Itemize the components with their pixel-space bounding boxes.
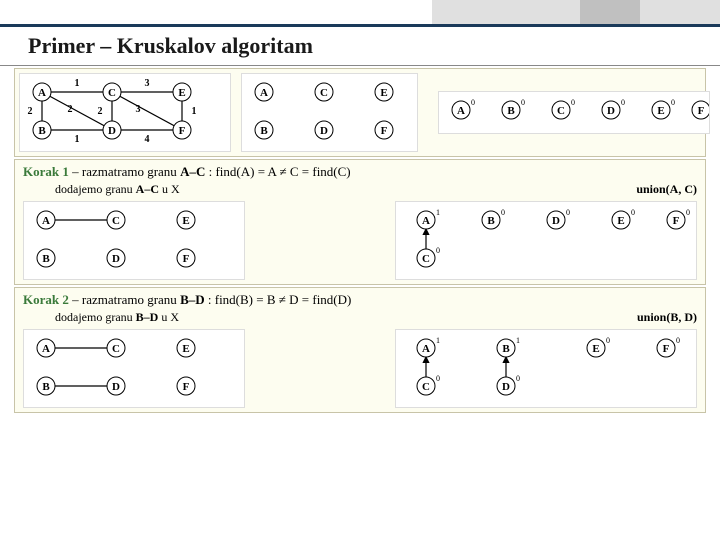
svg-text:D: D [112, 253, 120, 265]
svg-text:A: A [42, 215, 50, 227]
svg-text:B: B [502, 343, 510, 355]
svg-text:E: E [617, 215, 624, 227]
step-header: Korak 2 – razmatramo granu B–D : find(B)… [15, 288, 705, 308]
svg-text:A: A [422, 343, 430, 355]
svg-text:0: 0 [436, 374, 440, 383]
svg-text:E: E [380, 87, 387, 99]
svg-text:D: D [320, 125, 328, 137]
svg-text:3: 3 [136, 104, 141, 115]
slide-title: Primer – Kruskalov algoritam [0, 27, 720, 66]
svg-text:0: 0 [501, 208, 505, 217]
svg-text:C: C [320, 87, 328, 99]
svg-text:2: 2 [68, 104, 73, 115]
svg-text:A: A [457, 105, 465, 117]
step-desc: – razmatramo granu A–C : find(A) = A ≠ C… [69, 164, 351, 179]
step-forest: A1B0D0E0F0C0 [395, 201, 697, 280]
step-graph: A C E B D F [23, 329, 245, 408]
svg-text:4: 4 [145, 134, 150, 145]
svg-text:C: C [557, 105, 565, 117]
step-graph: A C E B D F [23, 201, 245, 280]
initial-weighted-graph: 1 3 2 2 2 3 1 1 4 A C E B D F [19, 73, 231, 152]
step-add-text: dodajemo granu B–D u X [55, 310, 179, 325]
svg-text:C: C [108, 87, 116, 99]
step-forest: A1B1E0F0C0D0 [395, 329, 697, 408]
step-subline: dodajemo granu B–D u X union(B, D) [15, 308, 705, 327]
step-diagrams: ACEBDFA1B0D0E0F0C0 [15, 199, 705, 284]
svg-text:A: A [42, 343, 50, 355]
svg-text:B: B [42, 381, 50, 393]
svg-text:0: 0 [606, 336, 610, 345]
svg-text:3: 3 [145, 78, 150, 89]
svg-text:C: C [112, 215, 120, 227]
svg-text:D: D [502, 381, 510, 393]
svg-text:F: F [179, 125, 186, 137]
svg-text:B: B [260, 125, 268, 137]
svg-text:A: A [422, 215, 430, 227]
svg-text:E: E [592, 343, 599, 355]
svg-text:0: 0 [671, 98, 675, 107]
step-desc: – razmatramo granu B–D : find(B) = B ≠ D… [69, 292, 351, 307]
initial-blank-graph: A C E B D F [241, 73, 418, 152]
svg-text:E: E [657, 105, 664, 117]
svg-text:0: 0 [571, 98, 575, 107]
svg-text:E: E [182, 343, 189, 355]
svg-text:0: 0 [631, 208, 635, 217]
section-step-1: Korak 1 – razmatramo granu A–C : find(A)… [14, 159, 706, 285]
step-label: Korak 1 [23, 164, 69, 179]
svg-text:1: 1 [75, 78, 80, 89]
step-label: Korak 2 [23, 292, 69, 307]
svg-text:1: 1 [436, 336, 440, 345]
svg-text:1: 1 [436, 208, 440, 217]
svg-text:2: 2 [98, 106, 103, 117]
svg-text:D: D [607, 105, 615, 117]
svg-text:0: 0 [521, 98, 525, 107]
svg-text:B: B [38, 125, 46, 137]
step-union-text: union(A, C) [636, 182, 697, 197]
svg-text:E: E [182, 215, 189, 227]
step-diagrams: ACEBDFA1B1E0F0C0D0 [15, 327, 705, 412]
svg-text:2: 2 [28, 106, 33, 117]
svg-text:A: A [260, 87, 268, 99]
svg-text:F: F [663, 343, 670, 355]
step-subline: dodajemo granu A–C u X union(A, C) [15, 180, 705, 199]
svg-text:F: F [698, 105, 705, 117]
svg-text:0: 0 [686, 208, 690, 217]
initial-forest: A0B0C0D0E0F0 [438, 91, 710, 134]
svg-text:D: D [108, 125, 116, 137]
svg-text:A: A [38, 87, 46, 99]
svg-text:F: F [381, 125, 388, 137]
svg-text:F: F [673, 215, 680, 227]
svg-text:C: C [422, 253, 430, 265]
svg-text:0: 0 [436, 246, 440, 255]
svg-text:0: 0 [621, 98, 625, 107]
svg-text:C: C [422, 381, 430, 393]
slide-top-accent [0, 0, 720, 27]
svg-text:D: D [552, 215, 560, 227]
svg-text:1: 1 [192, 106, 197, 117]
section-initial: 132223114ACEBDF ACEBDF A0B0C0D0E0F0 [14, 68, 706, 157]
svg-text:D: D [112, 381, 120, 393]
svg-text:B: B [507, 105, 515, 117]
svg-text:C: C [112, 343, 120, 355]
svg-text:B: B [487, 215, 495, 227]
svg-text:F: F [183, 381, 190, 393]
svg-text:1: 1 [516, 336, 520, 345]
svg-text:0: 0 [676, 336, 680, 345]
svg-text:0: 0 [471, 98, 475, 107]
step-union-text: union(B, D) [637, 310, 697, 325]
svg-text:0: 0 [516, 374, 520, 383]
svg-text:F: F [183, 253, 190, 265]
step-header: Korak 1 – razmatramo granu A–C : find(A)… [15, 160, 705, 180]
svg-text:B: B [42, 253, 50, 265]
svg-text:1: 1 [75, 134, 80, 145]
svg-text:E: E [178, 87, 185, 99]
svg-text:0: 0 [566, 208, 570, 217]
section-step-2: Korak 2 – razmatramo granu B–D : find(B)… [14, 287, 706, 413]
step-add-text: dodajemo granu A–C u X [55, 182, 180, 197]
